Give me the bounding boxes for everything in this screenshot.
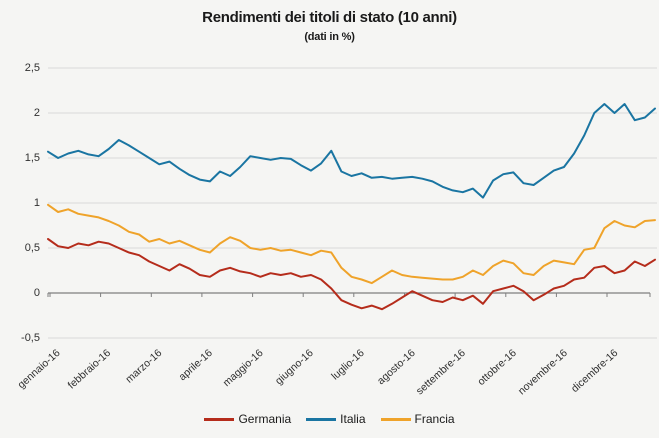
- legend-item-italia: Italia: [306, 412, 366, 426]
- legend-label: Italia: [340, 412, 366, 426]
- chart-subtitle: (dati in %): [304, 31, 355, 43]
- legend-label: Francia: [414, 412, 455, 426]
- legend-line-swatch: [204, 417, 235, 421]
- series-francia: [47, 203, 656, 285]
- legend-label: Germania: [238, 412, 292, 426]
- legend-item-germania: Germania: [204, 412, 291, 426]
- series-italia: [47, 103, 656, 199]
- y-axis-label: 2: [33, 107, 40, 119]
- series-germania: [47, 238, 656, 311]
- chart-title: Rendimenti dei titoli di stato (10 anni): [202, 9, 457, 26]
- y-axis-label: 0,5: [24, 242, 40, 254]
- y-axis-label: 2,5: [24, 62, 40, 74]
- legend-line-swatch: [306, 417, 337, 421]
- y-axis-label: -0,5: [21, 332, 40, 344]
- y-axis-label: 1,5: [24, 152, 40, 164]
- y-axis-label: 0: [33, 287, 40, 299]
- chart-legend: Germania Italia Francia: [0, 412, 659, 426]
- legend-line-swatch: [380, 417, 411, 421]
- legend-item-francia: Francia: [380, 412, 455, 426]
- y-axis-label: 1: [33, 197, 40, 209]
